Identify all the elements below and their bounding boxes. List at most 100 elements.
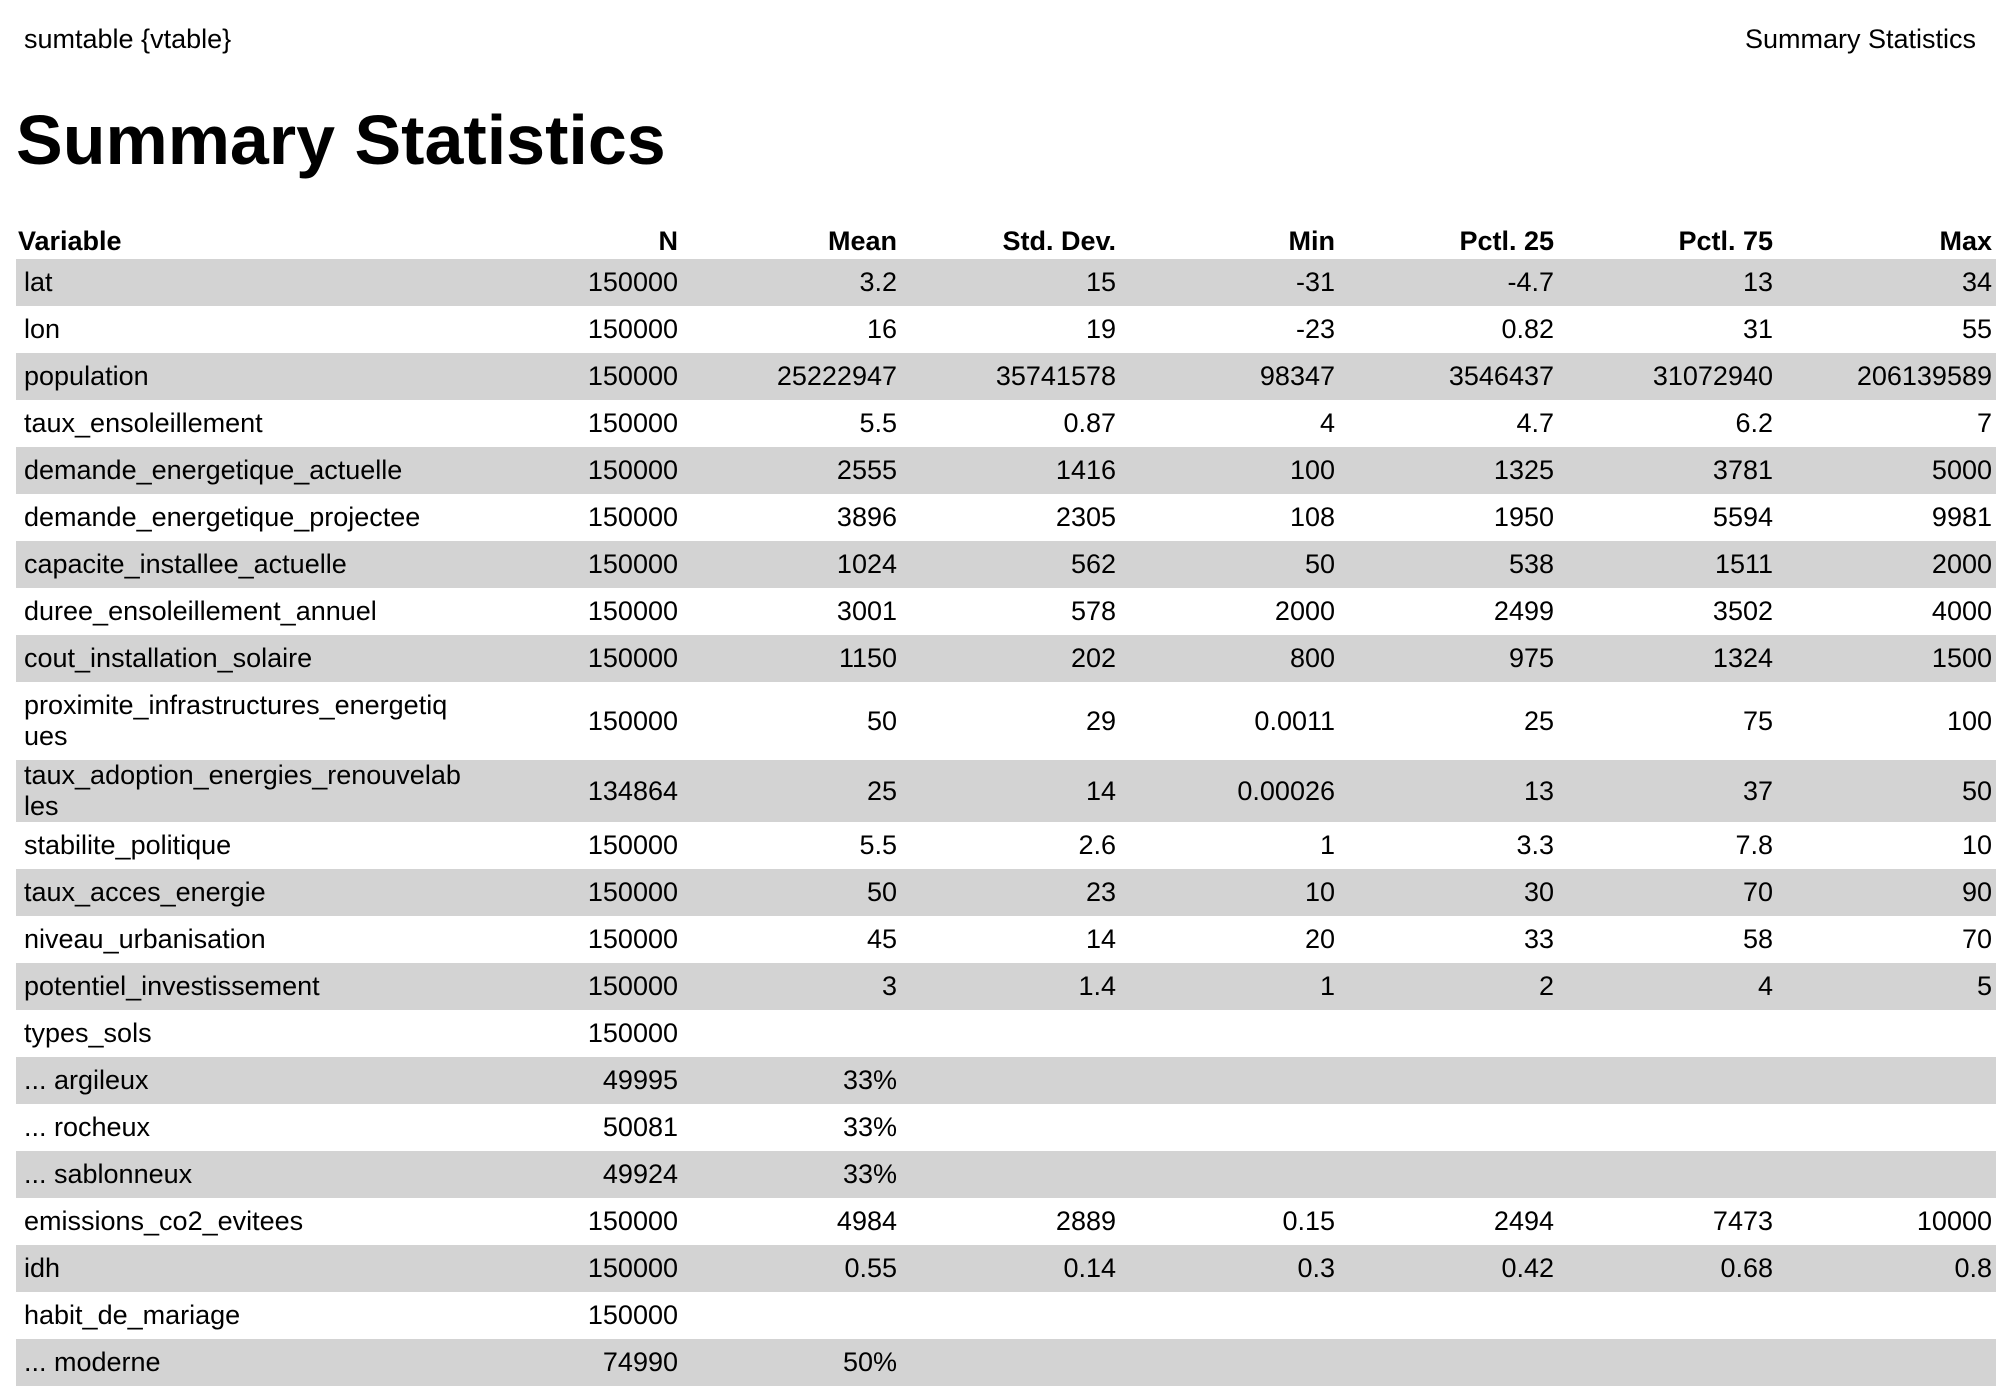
pctl-75-cell: 0.68: [1562, 1245, 1781, 1292]
std-dev-cell: [905, 1057, 1124, 1104]
variable-cell: niveau_urbanisation: [24, 924, 266, 954]
mean-cell: 25: [686, 760, 905, 822]
pctl-25-cell: [1343, 1292, 1562, 1339]
n-cell: 150000: [587, 924, 678, 954]
std-dev-cell: 23: [905, 869, 1124, 916]
min-cell: 1: [1124, 963, 1343, 1010]
pctl-25-cell: 2494: [1493, 1206, 1554, 1236]
variable-cell: taux_adoption_energies_renouvelables: [16, 760, 461, 822]
summary-statistics-table: Variable N Mean Std. Dev. Min Pctl. 25 P…: [16, 222, 1996, 1386]
max-cell: [1781, 1010, 1996, 1057]
min-cell: 0.00026: [1124, 760, 1343, 822]
mean-cell: 33%: [842, 1112, 897, 1142]
max-cell: 90: [1781, 869, 1996, 916]
pctl-75-cell: 13: [1562, 259, 1781, 306]
variable-cell: demande_energetique_actuelle: [16, 447, 461, 494]
min-cell: 0.3: [1124, 1245, 1343, 1292]
table-row: niveau_urbanisation 150000 45 14 20 33 58 70: [16, 916, 1996, 963]
mean-cell: 1150: [686, 635, 905, 682]
table-row: capacite_installee_actuelle 150000 1024 562…: [16, 541, 1996, 588]
table-row: duree_ensoleillement_annuel 150000 3001 578…: [16, 588, 1996, 635]
max-cell: 9981: [1931, 502, 1992, 532]
table-row: ... sablonneux 49924 33%: [16, 1151, 1996, 1198]
column-header-max: Max: [1939, 226, 1992, 256]
variable-cell: stabilite_politique: [24, 830, 232, 860]
variable-cell: ... rocheux: [24, 1112, 151, 1142]
table-row: demande_energetique_projectee 150000 3896 2…: [16, 494, 1996, 541]
min-cell: 0.15: [1282, 1206, 1335, 1236]
min-cell: 50: [1124, 541, 1343, 588]
std-dev-cell: 1416: [905, 447, 1124, 494]
mean-cell: 3.2: [686, 259, 905, 306]
pctl-75-cell: [1562, 1104, 1781, 1151]
column-header-std-dev: Std. Dev.: [1002, 226, 1116, 256]
pctl-25-cell: 2499: [1493, 596, 1554, 626]
pctl-25-cell: -4.7: [1343, 259, 1562, 306]
pctl-25-cell: 30: [1343, 869, 1562, 916]
pctl-25-cell: 3546437: [1343, 353, 1562, 400]
table-row: taux_adoption_energies_renouvelables 1348…: [16, 760, 1996, 822]
n-cell: 150000: [461, 963, 686, 1010]
pctl-25-cell: 0.42: [1343, 1245, 1562, 1292]
variable-cell: habit_de_mariage: [24, 1300, 241, 1330]
std-dev-cell: 0.14: [905, 1245, 1124, 1292]
n-cell: 50081: [602, 1112, 678, 1142]
n-cell: 150000: [587, 705, 678, 736]
pctl-75-cell: [1562, 1339, 1781, 1386]
std-dev-cell: [905, 1292, 1124, 1339]
mean-cell: 0.55: [686, 1245, 905, 1292]
std-dev-cell: 578: [1070, 596, 1116, 626]
mean-cell: 33%: [686, 1151, 905, 1198]
pctl-25-cell: 1950: [1493, 502, 1554, 532]
max-cell: 2000: [1781, 541, 1996, 588]
table-row: potentiel_investissement 150000 3 1.4 1 2 4 5: [16, 963, 1996, 1010]
table-row: lon 150000 16 19 -23 0.82 31 55: [16, 306, 1996, 353]
table-row: lat 150000 3.2 15 -31 -4.7 13 34: [16, 259, 1996, 306]
std-dev-cell: 1.4: [905, 963, 1124, 1010]
table-header-row: Variable N Mean Std. Dev. Min Pctl. 25 P…: [16, 222, 1996, 259]
n-cell: 150000: [587, 1206, 678, 1236]
max-cell: 50: [1781, 760, 1996, 822]
n-cell: 150000: [587, 1018, 678, 1048]
max-cell: 7: [1976, 408, 1992, 438]
mean-cell: 3: [686, 963, 905, 1010]
pctl-25-cell: [1343, 1151, 1562, 1198]
pctl-25-cell: 25: [1523, 705, 1554, 736]
mean-cell: 1024: [686, 541, 905, 588]
table-row: demande_energetique_actuelle 150000 2555 14…: [16, 447, 1996, 494]
pctl-75-cell: 7.8: [1735, 830, 1773, 860]
pctl-25-cell: 33: [1523, 924, 1554, 954]
min-cell: 2000: [1274, 596, 1335, 626]
max-cell: 0.8: [1781, 1245, 1996, 1292]
variable-cell: cout_installation_solaire: [16, 635, 461, 682]
min-cell: [1124, 1104, 1343, 1151]
variable-cell: ... moderne: [16, 1339, 461, 1386]
pctl-25-cell: 13: [1343, 760, 1562, 822]
pctl-75-cell: 75: [1742, 705, 1773, 736]
std-dev-cell: 2.6: [1078, 830, 1116, 860]
n-cell: 150000: [587, 596, 678, 626]
variable-cell: emissions_co2_evitees: [24, 1206, 304, 1236]
min-cell: 20: [1304, 924, 1335, 954]
n-cell: 150000: [461, 635, 686, 682]
table-row: habit_de_mariage 150000: [16, 1292, 1996, 1339]
pctl-75-cell: [1562, 1292, 1781, 1339]
max-cell: 4000: [1931, 596, 1992, 626]
table-body: lat 150000 3.2 15 -31 -4.7 13 34 lon 150000 16 19 -2…: [16, 259, 1996, 1386]
min-cell: [1124, 1339, 1343, 1386]
max-cell: [1781, 1292, 1996, 1339]
n-cell: 150000: [461, 1245, 686, 1292]
min-cell: 1: [1319, 830, 1335, 860]
pctl-25-cell: 538: [1343, 541, 1562, 588]
std-dev-cell: 0.87: [1063, 408, 1116, 438]
std-dev-cell: 14: [905, 760, 1124, 822]
page-header: sumtable {vtable} Summary Statistics: [0, 0, 1996, 80]
n-cell: 150000: [587, 1300, 678, 1330]
min-cell: 4: [1319, 408, 1335, 438]
pctl-75-cell: 58: [1742, 924, 1773, 954]
n-cell: 150000: [587, 314, 678, 344]
variable-cell: duree_ensoleillement_annuel: [24, 596, 377, 626]
pctl-75-cell: [1562, 1010, 1781, 1057]
pctl-75-cell: 3502: [1712, 596, 1773, 626]
min-cell: [1124, 1151, 1343, 1198]
